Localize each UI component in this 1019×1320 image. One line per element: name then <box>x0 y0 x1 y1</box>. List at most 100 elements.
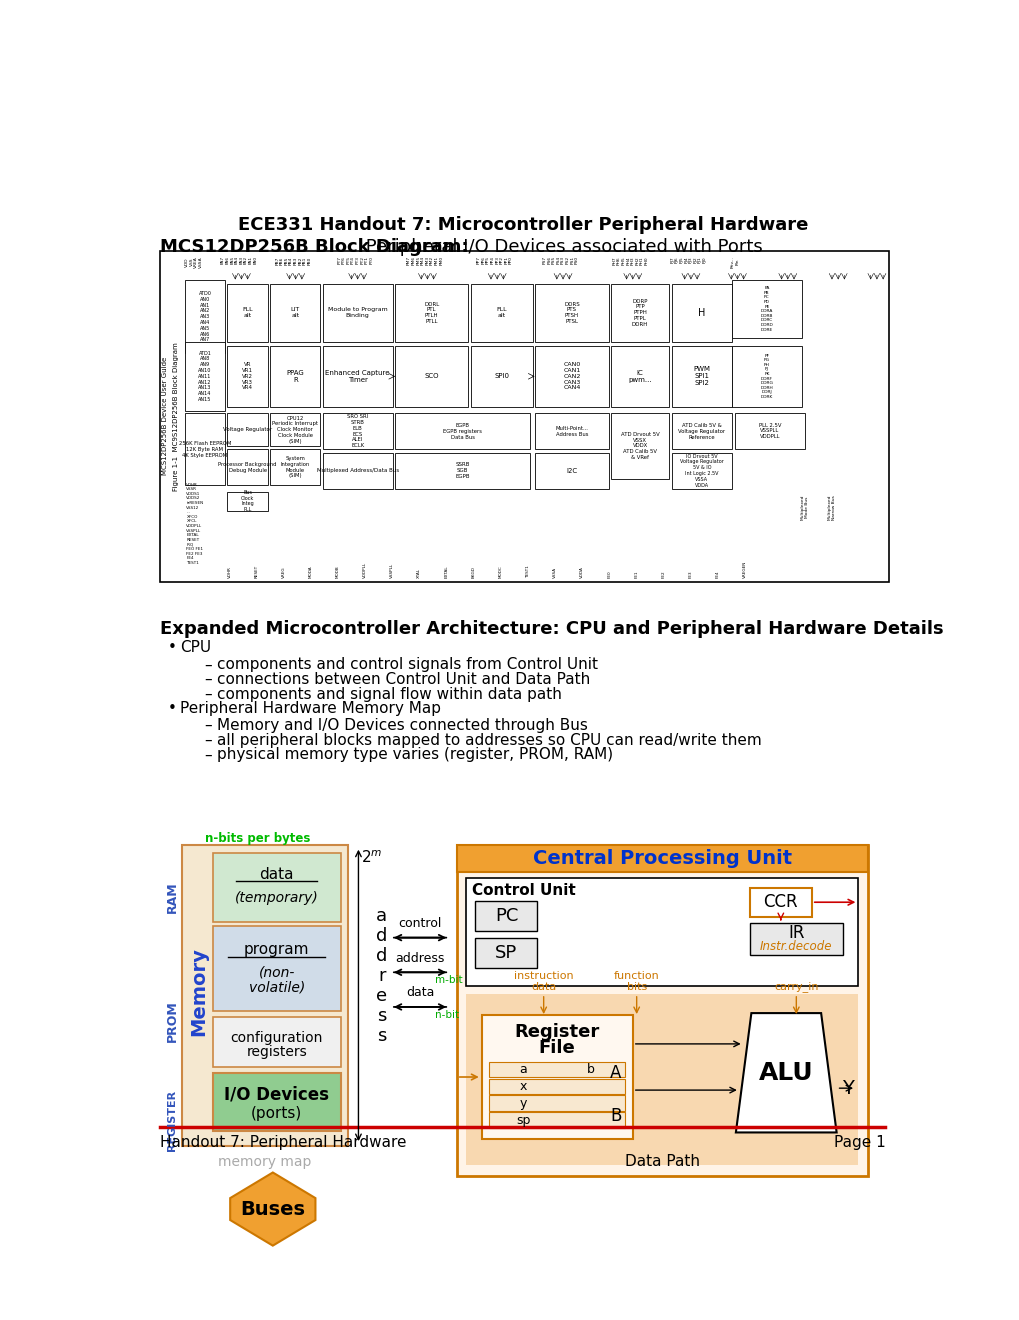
Text: •: • <box>168 701 176 717</box>
Bar <box>749 887 811 917</box>
Text: Bus
Clock
Integ
PLL: Bus Clock Integ PLL <box>240 490 254 512</box>
Text: data: data <box>259 867 293 882</box>
Text: address: address <box>395 952 444 965</box>
Text: ATD1
AN8
AN9
AN10
AN11
AN12
AN13
AN14
AN15: ATD1 AN8 AN9 AN10 AN11 AN12 AN13 AN14 AN… <box>198 351 212 403</box>
Bar <box>270 413 320 446</box>
Text: MCS12DP256B Device User Guide: MCS12DP256B Device User Guide <box>162 358 168 475</box>
Bar <box>322 453 392 488</box>
Text: control: control <box>398 917 441 929</box>
Bar <box>270 449 320 486</box>
Bar <box>735 413 804 449</box>
Text: FLL
alt: FLL alt <box>496 308 506 318</box>
Text: MCS12DP256B Block Diagram:: MCS12DP256B Block Diagram: <box>160 238 468 256</box>
Text: PS7
PS6
PS5
PS4
PS3
PS2
PS1
PS0: PS7 PS6 PS5 PS4 PS3 PS2 PS1 PS0 <box>542 256 578 264</box>
Text: x: x <box>519 1080 527 1093</box>
Bar <box>749 923 842 956</box>
Text: Multiplexed Address/Data Bus: Multiplexed Address/Data Bus <box>316 469 398 473</box>
Text: SRO SRI
STRB
ELB
ECS
ALEI
ECLK: SRO SRI STRB ELB ECS ALEI ECLK <box>346 414 368 449</box>
Bar <box>489 1113 625 1127</box>
Text: PF
PG
PH
PJ
PK
DDRF
DDRG
DDRH
DDRJ
DDRK: PF PG PH PJ PK DDRF DDRG DDRH DDRJ DDRK <box>760 354 772 399</box>
Text: d: d <box>376 946 387 965</box>
Text: Memory: Memory <box>190 948 208 1036</box>
Text: n-bit: n-bit <box>435 1010 459 1020</box>
Text: ATD Calib 5V &
Voltage Regulator
Reference: ATD Calib 5V & Voltage Regulator Referen… <box>678 422 725 440</box>
Text: Register: Register <box>515 1023 599 1041</box>
Text: registers: registers <box>246 1045 307 1059</box>
Bar <box>394 284 468 342</box>
Text: Enhanced Capture
Timer: Enhanced Capture Timer <box>325 370 389 383</box>
Bar <box>535 453 608 488</box>
Text: a: a <box>519 1063 527 1076</box>
Text: $2^m$: $2^m$ <box>361 849 382 866</box>
Bar <box>671 346 732 407</box>
Text: EGPB
EGPB registers
Data Bus: EGPB EGPB registers Data Bus <box>442 422 482 440</box>
Text: H: H <box>697 308 705 318</box>
Text: RESET: RESET <box>255 565 259 578</box>
Text: instruction
data: instruction data <box>514 970 573 993</box>
Text: I/O Devices: I/O Devices <box>224 1086 329 1104</box>
Text: FE2: FE2 <box>661 570 664 578</box>
Text: A: A <box>609 1064 621 1082</box>
Text: Peripheral I/O Devices associated with Ports: Peripheral I/O Devices associated with P… <box>360 238 762 256</box>
Text: n-bits per bytes: n-bits per bytes <box>205 832 310 845</box>
Text: PLL 2.5V
VSSPLL
VDDPLL: PLL 2.5V VSSPLL VDDPLL <box>758 422 781 440</box>
Text: a: a <box>376 907 387 925</box>
Text: volatile): volatile) <box>249 981 305 995</box>
Text: Multiplexed
Mode Bus: Multiplexed Mode Bus <box>800 495 808 520</box>
Text: SCO: SCO <box>424 374 438 379</box>
Text: PJ7
PJ6
PJ5
PJ4
PJ3
PJ2
PJ1
PJ0: PJ7 PJ6 PJ5 PJ4 PJ3 PJ2 PJ1 PJ0 <box>669 256 706 263</box>
Text: VDDA: VDDA <box>580 566 584 578</box>
Text: Page 1: Page 1 <box>833 1135 884 1150</box>
Text: s: s <box>377 1007 386 1024</box>
Bar <box>610 346 668 407</box>
Text: MODB: MODB <box>335 565 339 578</box>
Text: Figure 1-1  MC9S12DP256B Block Diagram: Figure 1-1 MC9S12DP256B Block Diagram <box>172 342 178 491</box>
Text: PT7
PT6
PT5
PT4
PT3
PT2
PT1
PT0: PT7 PT6 PT5 PT4 PT3 PT2 PT1 PT0 <box>337 256 373 264</box>
Bar <box>481 1015 632 1139</box>
Text: VDDPLL: VDDPLL <box>363 562 367 578</box>
Text: components and signal flow within data path: components and signal flow within data p… <box>216 686 560 702</box>
Bar <box>489 1078 625 1094</box>
Text: FE1: FE1 <box>634 570 638 578</box>
Text: PC: PC <box>494 907 518 925</box>
Text: REGISTER: REGISTER <box>167 1090 177 1151</box>
Text: –: – <box>204 686 212 702</box>
Bar <box>184 342 225 411</box>
Text: PA7
PA6
PA5
PA4
PA3
PA2
PA1
PA0: PA7 PA6 PA5 PA4 PA3 PA2 PA1 PA0 <box>221 256 257 264</box>
Text: SSRB
SGB
EGPB: SSRB SGB EGPB <box>455 462 470 479</box>
Bar <box>181 845 348 1146</box>
Text: Expanded Microcontroller Architecture: CPU and Peripheral Hardware Details: Expanded Microcontroller Architecture: C… <box>160 620 943 639</box>
Polygon shape <box>735 1014 836 1133</box>
Text: PM7
PM6
PM5
PM4
PM3
PM2
PM1
PM0: PM7 PM6 PM5 PM4 PM3 PM2 PM1 PM0 <box>407 256 443 265</box>
Text: function
bits: function bits <box>613 970 659 993</box>
Text: sp: sp <box>516 1114 530 1127</box>
Text: configuration: configuration <box>230 1031 323 1045</box>
Text: IC
pwm...: IC pwm... <box>628 370 651 383</box>
Text: VSSPLL: VSSPLL <box>390 562 393 578</box>
Bar <box>457 845 867 873</box>
Bar <box>610 413 668 479</box>
Text: –: – <box>204 718 212 733</box>
Text: System
Integration
Module
(SIM): System Integration Module (SIM) <box>280 457 310 478</box>
Text: connections between Control Unit and Data Path: connections between Control Unit and Dat… <box>216 672 589 686</box>
Text: VREG: VREG <box>281 566 285 578</box>
Bar <box>322 346 392 407</box>
Text: EXTAL: EXTAL <box>444 565 448 578</box>
Text: VDHR
VSSR
VDDS1
VDDS2
trRESEN
VSS12
...
XFCO
XFCL
VDDPLL
VSSPLL
EXTAL
RESET
IRQ
: VDHR VSSR VDDS1 VDDS2 trRESEN VSS12 ... … <box>186 483 204 565</box>
Text: VREGEN: VREGEN <box>742 561 746 578</box>
Bar <box>535 413 608 449</box>
Text: IO Drvout 5V
Voltage Regulator
5V & IO
Int Logic 2.5V
VSSA
VDDA: IO Drvout 5V Voltage Regulator 5V & IO I… <box>680 454 723 487</box>
Bar <box>160 251 888 582</box>
Text: XTAL: XTAL <box>417 568 421 578</box>
Text: PP7
PP6
PP5
PP4
PP3
PP2
PP1
PP0: PP7 PP6 PP5 PP4 PP3 PP2 PP1 PP0 <box>476 256 513 264</box>
Bar <box>322 413 392 449</box>
Text: PB7
PB6
PB5
PB4
PB3
PB2
PB1
PB0: PB7 PB6 PB5 PB4 PB3 PB2 PB1 PB0 <box>275 256 311 265</box>
Text: Instr.decode: Instr.decode <box>759 940 832 953</box>
Bar <box>213 853 340 923</box>
Text: PPAG
R: PPAG R <box>286 370 304 383</box>
Bar <box>270 284 320 342</box>
Text: Buses: Buses <box>240 1200 305 1218</box>
Text: –: – <box>204 672 212 686</box>
Text: CPU: CPU <box>180 640 211 656</box>
Text: FE0: FE0 <box>606 570 610 578</box>
